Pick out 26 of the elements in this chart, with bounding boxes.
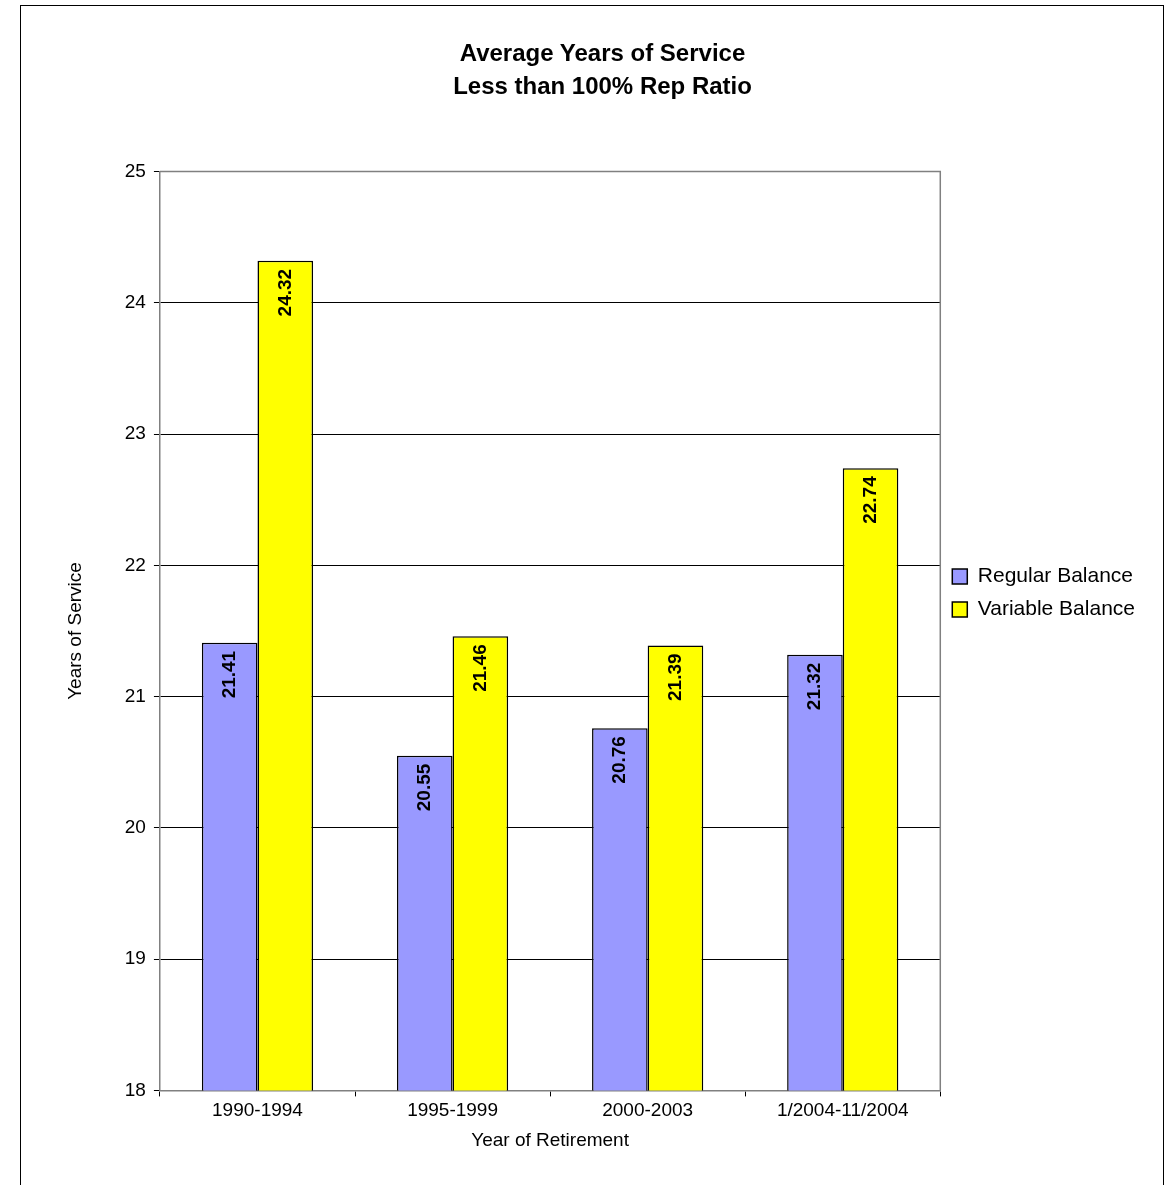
- x-tick-label: 2000-2003: [602, 1099, 694, 1121]
- y-tick-label: 22: [124, 553, 146, 575]
- y-axis-title: Years of Service: [63, 562, 85, 700]
- y-tick-label: 19: [124, 947, 146, 969]
- x-axis-title: Year of Retirement: [471, 1128, 630, 1150]
- data-label: 22.74: [858, 475, 880, 524]
- data-label: 20.76: [608, 736, 630, 784]
- x-tick-label: 1990-1994: [212, 1099, 304, 1121]
- legend-label: Variable Balance: [977, 596, 1136, 620]
- data-label: 20.55: [413, 763, 434, 812]
- chart-title: Average Years of Service: [459, 39, 746, 67]
- data-label: 21.46: [468, 644, 490, 692]
- data-label: 24.32: [273, 268, 295, 317]
- chart-subtitle: Less than 100% Rep Ratio: [453, 71, 752, 99]
- y-tick-label: 25: [124, 159, 146, 181]
- y-tick-label: 18: [124, 1078, 146, 1100]
- y-tick-label: 23: [124, 422, 146, 444]
- y-tick-label: 24: [124, 291, 147, 313]
- data-label: 21.39: [663, 653, 685, 701]
- data-label: 21.41: [217, 650, 239, 699]
- data-label: 21.32: [803, 662, 825, 711]
- legend-label: Regular Balance: [977, 563, 1134, 587]
- x-tick-label: 1/2004-11/2004: [776, 1099, 910, 1121]
- y-tick-label: 20: [124, 816, 146, 838]
- x-tick-label: 1995-1999: [407, 1099, 498, 1121]
- y-tick-label: 21: [124, 684, 146, 706]
